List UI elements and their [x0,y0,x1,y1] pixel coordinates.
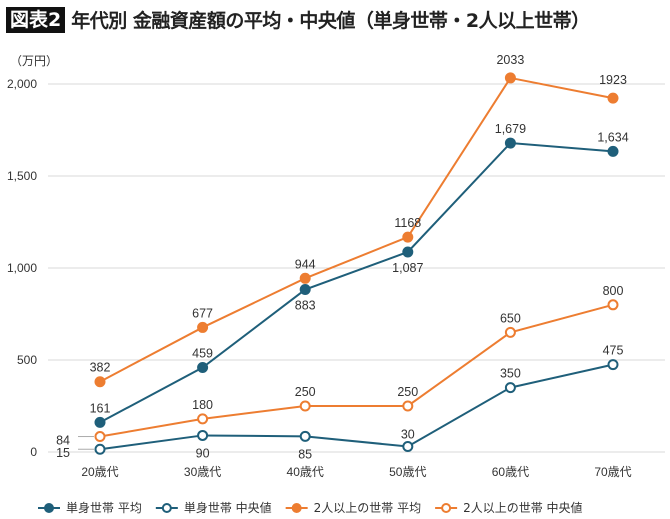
data-point [607,92,619,104]
data-label: 180 [192,398,213,412]
data-label: 85 [298,447,312,461]
data-label: 30 [401,427,415,441]
data-label: 250 [295,385,316,399]
x-tick-label: 20歳代 [81,465,118,479]
y-tick-label: 0 [30,445,37,459]
data-point [402,400,414,412]
data-point [94,443,106,455]
unit-label: （万円） [10,54,58,68]
legend-marker [44,503,54,513]
x-tick-label: 70歳代 [594,465,631,479]
data-point [402,246,414,258]
data-label: 2033 [496,53,524,67]
data-label: 1,679 [495,122,526,136]
data-label: 677 [192,306,213,320]
data-point [402,231,414,243]
data-label: 800 [603,284,624,298]
data-label: 475 [603,344,624,358]
series-line [99,363,614,451]
data-point [94,376,106,388]
chart-title: 図表2 年代別 金融資産額の平均・中央値（単身世帯・2人以上世帯） [6,6,590,33]
data-point [197,413,209,425]
data-label: 459 [192,347,213,361]
y-tick-label: 1,000 [7,261,37,275]
data-label: 944 [295,257,316,271]
legend-label: 2人以上の世帯 中央値 [463,500,582,515]
data-label: 883 [295,299,316,313]
y-tick-label: 2,000 [7,77,37,91]
data-label: 84 [56,434,70,448]
data-label: 90 [196,446,210,460]
data-point [299,272,311,284]
data-label: 250 [397,385,418,399]
data-point [299,430,311,442]
legend-label: 単身世帯 中央値 [184,500,272,515]
data-label: 161 [90,401,111,415]
data-label: 1,087 [392,261,423,275]
figure-badge: 図表2 [6,6,66,33]
data-label: 350 [500,367,521,381]
y-tick-label: 1,500 [7,169,37,183]
legend-marker [291,503,302,513]
legend-marker [441,503,452,513]
data-label: 650 [500,311,521,325]
data-label: 1,634 [597,130,628,144]
series-line [99,142,614,424]
data-point [94,416,106,428]
legend-label: 単身世帯 平均 [66,500,142,515]
data-label: 382 [90,361,111,375]
data-point [197,321,209,333]
data-point [607,359,619,371]
series-line [99,76,614,383]
data-point [504,382,516,394]
data-point [607,145,619,157]
data-point [299,400,311,412]
data-label: 1923 [599,73,627,87]
title-text: 年代別 金融資産額の平均・中央値（単身世帯・2人以上世帯） [71,10,590,32]
y-tick-label: 500 [17,353,37,367]
x-tick-label: 40歳代 [287,465,324,479]
data-point [504,72,516,84]
series-line [99,303,614,438]
data-point [504,326,516,338]
data-point [607,299,619,311]
data-label: 15 [56,446,70,460]
data-point [197,362,209,374]
data-point [94,431,106,443]
x-tick-label: 30歳代 [184,465,221,479]
legend-label: 2人以上の世帯 平均 [314,501,421,515]
x-tick-label: 50歳代 [389,465,426,479]
data-point [299,284,311,296]
data-point [504,137,516,149]
legend-marker [161,503,172,513]
x-tick-label: 60歳代 [492,465,529,479]
data-point [402,440,414,452]
data-label: 1168 [394,216,421,230]
data-point [197,429,209,441]
